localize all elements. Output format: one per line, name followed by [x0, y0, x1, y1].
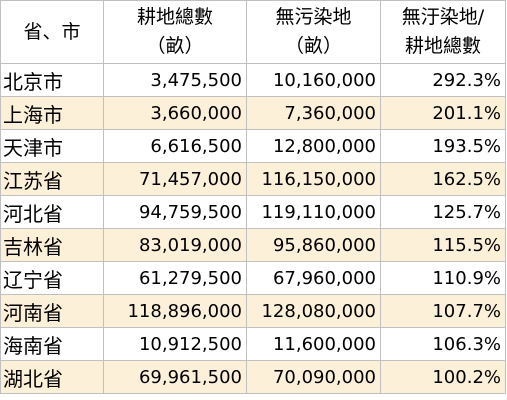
row-name: 吉林省: [0, 228, 104, 262]
row-clean: 67,960,000: [246, 261, 381, 295]
row-ratio: 201.1%: [380, 96, 506, 130]
row-arable: 10,912,500: [103, 327, 247, 361]
row-ratio: 193.5%: [380, 129, 506, 163]
header-ratio: 無汙染地/耕地總數: [380, 0, 506, 64]
row-name: 江苏省: [0, 162, 104, 196]
row-name: 湖北省: [0, 360, 104, 394]
table-header: 省、市 耕地總數 （畝） 無污染地 （畝） 無汙染地/耕地總數: [0, 0, 506, 64]
row-arable: 6,616,500: [103, 129, 247, 163]
row-clean: 70,090,000: [246, 360, 381, 394]
table-row: 湖北省 69,961,500 70,090,000 100.2%: [0, 360, 506, 394]
header-arable-total: 耕地總數 （畝）: [103, 0, 247, 64]
row-ratio: 110.9%: [380, 261, 506, 295]
table-row: 天津市 6,616,500 12,800,000 193.5%: [0, 129, 506, 163]
row-ratio: 107.7%: [380, 294, 506, 328]
row-ratio: 100.2%: [380, 360, 506, 394]
row-clean: 12,800,000: [246, 129, 381, 163]
row-arable: 118,896,000: [103, 294, 247, 328]
table-row: 吉林省 83,019,000 95,860,000 115.5%: [0, 228, 506, 262]
row-ratio: 292.3%: [380, 63, 506, 97]
row-arable: 94,759,500: [103, 195, 247, 229]
header-clean-land: 無污染地 （畝）: [246, 0, 381, 64]
row-ratio: 125.7%: [380, 195, 506, 229]
row-name: 河南省: [0, 294, 104, 328]
row-name: 辽宁省: [0, 261, 104, 295]
row-arable: 71,457,000: [103, 162, 247, 196]
row-clean: 95,860,000: [246, 228, 381, 262]
header-row: 省、市 耕地總數 （畝） 無污染地 （畝） 無汙染地/耕地總數: [0, 0, 506, 64]
row-name: 河北省: [0, 195, 104, 229]
table-row: 北京市 3,475,500 10,160,000 292.3%: [0, 63, 506, 97]
row-clean: 119,110,000: [246, 195, 381, 229]
row-arable: 3,475,500: [103, 63, 247, 97]
row-name: 上海市: [0, 96, 104, 130]
row-clean: 11,600,000: [246, 327, 381, 361]
table-body: 北京市 3,475,500 10,160,000 292.3% 上海市 3,66…: [0, 63, 506, 394]
row-clean: 128,080,000: [246, 294, 381, 328]
row-name: 北京市: [0, 63, 104, 97]
row-ratio: 115.5%: [380, 228, 506, 262]
header-province-city: 省、市: [0, 0, 104, 64]
table-row: 辽宁省 61,279,500 67,960,000 110.9%: [0, 261, 506, 295]
row-arable: 61,279,500: [103, 261, 247, 295]
table-row: 江苏省 71,457,000 116,150,000 162.5%: [0, 162, 506, 196]
row-ratio: 106.3%: [380, 327, 506, 361]
table-row: 海南省 10,912,500 11,600,000 106.3%: [0, 327, 506, 361]
row-clean: 116,150,000: [246, 162, 381, 196]
row-arable: 69,961,500: [103, 360, 247, 394]
row-arable: 3,660,000: [103, 96, 247, 130]
table-row: 河南省 118,896,000 128,080,000 107.7%: [0, 294, 506, 328]
row-ratio: 162.5%: [380, 162, 506, 196]
table-row: 河北省 94,759,500 119,110,000 125.7%: [0, 195, 506, 229]
row-name: 天津市: [0, 129, 104, 163]
row-arable: 83,019,000: [103, 228, 247, 262]
row-clean: 7,360,000: [246, 96, 381, 130]
row-name: 海南省: [0, 327, 104, 361]
table-row: 上海市 3,660,000 7,360,000 201.1%: [0, 96, 506, 130]
row-clean: 10,160,000: [246, 63, 381, 97]
